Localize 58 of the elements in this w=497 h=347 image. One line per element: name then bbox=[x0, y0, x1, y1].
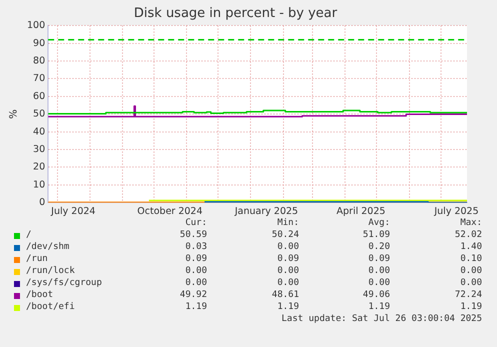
text: 0.00 bbox=[185, 266, 207, 276]
text: Cur: bbox=[185, 218, 207, 228]
legend-label: /run/lock bbox=[26, 266, 75, 276]
text: 0.09 bbox=[185, 254, 207, 264]
y-tick-label: 30 bbox=[33, 144, 46, 155]
y-tick-label: 10 bbox=[33, 179, 46, 190]
text: 50.24 bbox=[272, 230, 299, 240]
legend-label: / bbox=[26, 230, 32, 240]
text: 0.00 bbox=[277, 278, 299, 288]
text: 1.40 bbox=[460, 242, 482, 252]
y-tick-label: 60 bbox=[33, 90, 46, 102]
y-tick-label: 0 bbox=[39, 197, 46, 208]
legend-label: /sys/fs/cgroup bbox=[26, 278, 102, 288]
x-tick-label: April 2025 bbox=[336, 206, 386, 217]
x-tick-label: October 2024 bbox=[137, 206, 203, 217]
text: 51.09 bbox=[362, 230, 390, 240]
y-axis-title: % bbox=[8, 109, 20, 119]
text: 0.00 bbox=[460, 266, 482, 276]
text: 1.19 bbox=[460, 302, 482, 312]
text: 0.10 bbox=[460, 254, 482, 264]
text: Avg: bbox=[368, 218, 390, 228]
x-tick-label: January 2025 bbox=[234, 206, 298, 217]
text: 0.00 bbox=[368, 278, 390, 288]
text: 72.24 bbox=[454, 290, 482, 300]
text: 50.59 bbox=[180, 230, 207, 240]
y-tick-label: 100 bbox=[26, 20, 46, 32]
text: 0.03 bbox=[185, 242, 207, 252]
text: 0.00 bbox=[185, 278, 207, 288]
y-tick-label: 40 bbox=[33, 126, 46, 138]
text: 0.00 bbox=[277, 242, 299, 252]
text: 1.19 bbox=[185, 302, 207, 312]
text: 0.00 bbox=[460, 278, 482, 288]
text: Max: bbox=[460, 218, 482, 228]
y-tick-label: 20 bbox=[33, 162, 46, 173]
text: 0.09 bbox=[368, 254, 390, 264]
text: Last update: Sat Jul 26 03:00:04 2025 bbox=[282, 314, 482, 324]
y-tick-label: 50 bbox=[33, 108, 46, 120]
text: 49.92 bbox=[180, 290, 207, 300]
chart-title: Disk usage in percent - by year bbox=[134, 6, 338, 22]
text: 0.00 bbox=[277, 266, 299, 276]
text: 1.19 bbox=[368, 302, 390, 312]
legend-label: /boot bbox=[26, 290, 54, 300]
x-tick-label: July 2025 bbox=[433, 206, 479, 217]
text: 0.00 bbox=[368, 266, 390, 276]
text: 1.19 bbox=[277, 302, 299, 312]
legend-label: /dev/shm bbox=[26, 242, 70, 252]
y-tick-label: 80 bbox=[33, 55, 46, 66]
text: 0.09 bbox=[277, 254, 299, 264]
legend-label: /boot/efi bbox=[26, 302, 75, 312]
y-tick-label: 90 bbox=[33, 38, 46, 49]
text: 48.61 bbox=[272, 290, 299, 300]
x-tick-label: July 2024 bbox=[50, 206, 96, 217]
y-tick-label: 70 bbox=[33, 73, 46, 84]
text: Min: bbox=[277, 218, 299, 228]
text: 52.02 bbox=[454, 230, 482, 240]
legend-label: /run bbox=[26, 254, 48, 264]
text: 49.06 bbox=[362, 290, 390, 300]
text: 0.20 bbox=[368, 242, 390, 252]
